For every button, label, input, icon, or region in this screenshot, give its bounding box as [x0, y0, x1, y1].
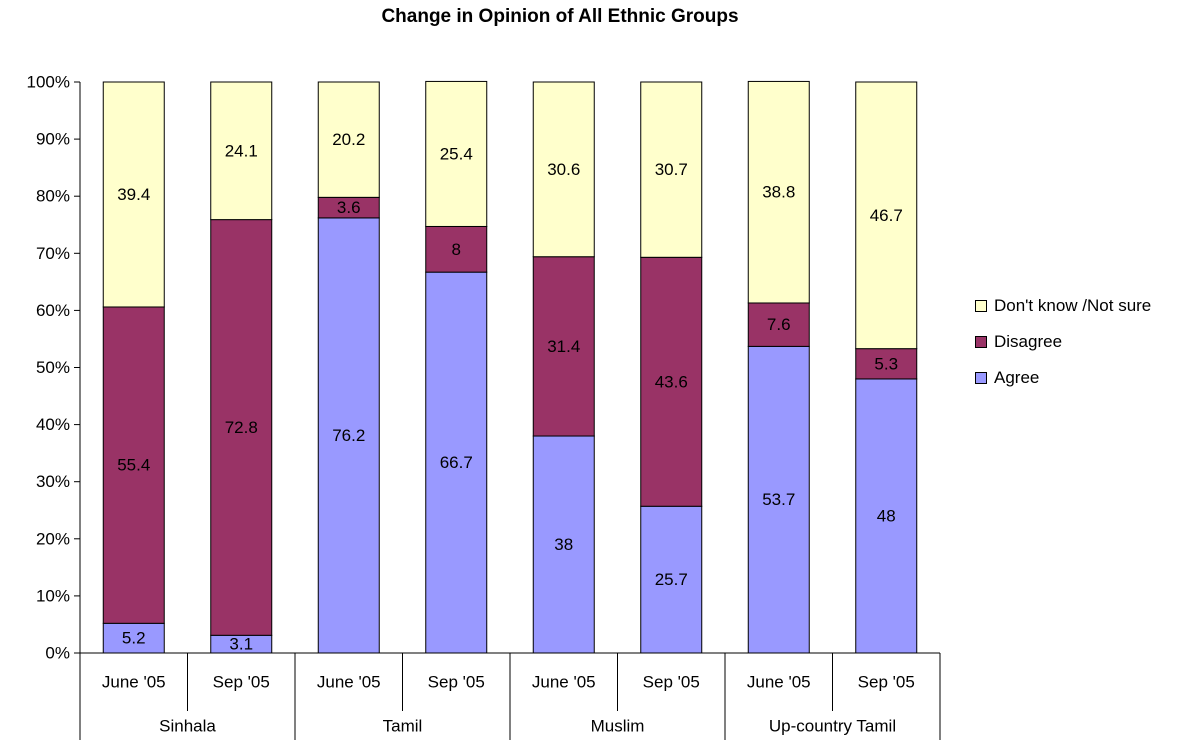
x-tick-label: June '05 — [532, 673, 596, 692]
legend-item: Don't know /Not sure — [975, 288, 1151, 324]
y-tick-label: 20% — [36, 529, 70, 548]
bar-segment — [747, 302, 810, 347]
x-group-label: Tamil — [383, 717, 423, 736]
legend: Don't know /Not sure Disagree Agree — [975, 288, 1151, 396]
bar-segment — [425, 225, 488, 273]
x-tick-label: June '05 — [102, 673, 166, 692]
bar-segment — [855, 348, 918, 380]
data-label: 5.2 — [122, 629, 146, 648]
bar-segment — [210, 81, 273, 221]
data-label: 25.7 — [655, 570, 688, 589]
bar-segment — [640, 256, 703, 507]
bar-segment — [747, 80, 810, 304]
data-label: 24.1 — [225, 141, 258, 160]
bar-segment — [317, 81, 380, 198]
x-tick-label: Sep '05 — [213, 673, 270, 692]
bar-segment — [102, 81, 165, 308]
bar-segment — [425, 80, 488, 227]
bar-segment — [855, 378, 918, 654]
bar-segment — [532, 81, 595, 258]
x-group-label: Up-country Tamil — [769, 717, 896, 736]
data-label: 46.7 — [870, 206, 903, 225]
bar-segment — [640, 505, 703, 654]
y-tick-label: 30% — [36, 472, 70, 491]
y-tick-label: 100% — [27, 73, 70, 92]
y-tick-label: 60% — [36, 301, 70, 320]
data-label: 3.6 — [337, 198, 361, 217]
data-label: 72.8 — [225, 418, 258, 437]
data-label: 53.7 — [762, 490, 795, 509]
y-tick-label: 0% — [45, 644, 70, 663]
x-tick-label: Sep '05 — [858, 673, 915, 692]
data-label: 48 — [877, 506, 896, 525]
legend-swatch — [975, 300, 987, 312]
y-tick-label: 40% — [36, 415, 70, 434]
legend-label: Don't know /Not sure — [994, 296, 1152, 315]
x-group-label: Muslim — [591, 717, 645, 736]
y-tick-label: 50% — [36, 358, 70, 377]
data-label: 76.2 — [332, 426, 365, 445]
data-label: 38 — [554, 535, 573, 554]
bar-segment — [640, 81, 703, 258]
chart-title: Change in Opinion of All Ethnic Groups — [381, 6, 739, 27]
bar-segment — [532, 256, 595, 437]
legend-item: Disagree — [975, 324, 1151, 360]
bar-segment — [855, 81, 918, 350]
legend-item: Agree — [975, 360, 1151, 396]
y-tick-label: 80% — [36, 187, 70, 206]
legend-label: Disagree — [994, 332, 1063, 351]
data-label: 31.4 — [547, 337, 580, 356]
bar-segment — [317, 217, 380, 654]
y-tick-label: 90% — [36, 130, 70, 149]
data-label: 5.3 — [874, 354, 898, 373]
data-label: 38.8 — [762, 183, 795, 202]
data-label: 3.1 — [229, 635, 253, 654]
x-tick-label: Sep '05 — [643, 673, 700, 692]
bar-segment — [425, 271, 488, 654]
bar-segment — [532, 435, 595, 654]
y-tick-label: 70% — [36, 244, 70, 263]
data-label: 20.2 — [332, 130, 365, 149]
data-label: 30.7 — [655, 160, 688, 179]
bar-segment — [102, 622, 165, 654]
data-label: 55.4 — [117, 456, 150, 475]
legend-swatch — [975, 372, 987, 384]
x-group-label: Sinhala — [159, 717, 216, 736]
bar-segment — [210, 219, 273, 636]
data-label: 7.6 — [767, 315, 791, 334]
bar-segment — [102, 306, 165, 624]
data-label: 8 — [452, 240, 461, 259]
legend-label: Agree — [994, 368, 1040, 387]
y-tick-label: 10% — [36, 586, 70, 605]
data-label: 43.6 — [655, 372, 688, 391]
x-tick-label: June '05 — [317, 673, 381, 692]
data-label: 25.4 — [440, 144, 473, 163]
data-label: 66.7 — [440, 453, 473, 472]
x-tick-label: Sep '05 — [428, 673, 485, 692]
data-label: 30.6 — [547, 160, 580, 179]
x-tick-label: June '05 — [747, 673, 811, 692]
data-label: 39.4 — [117, 185, 150, 204]
legend-swatch — [975, 336, 987, 348]
